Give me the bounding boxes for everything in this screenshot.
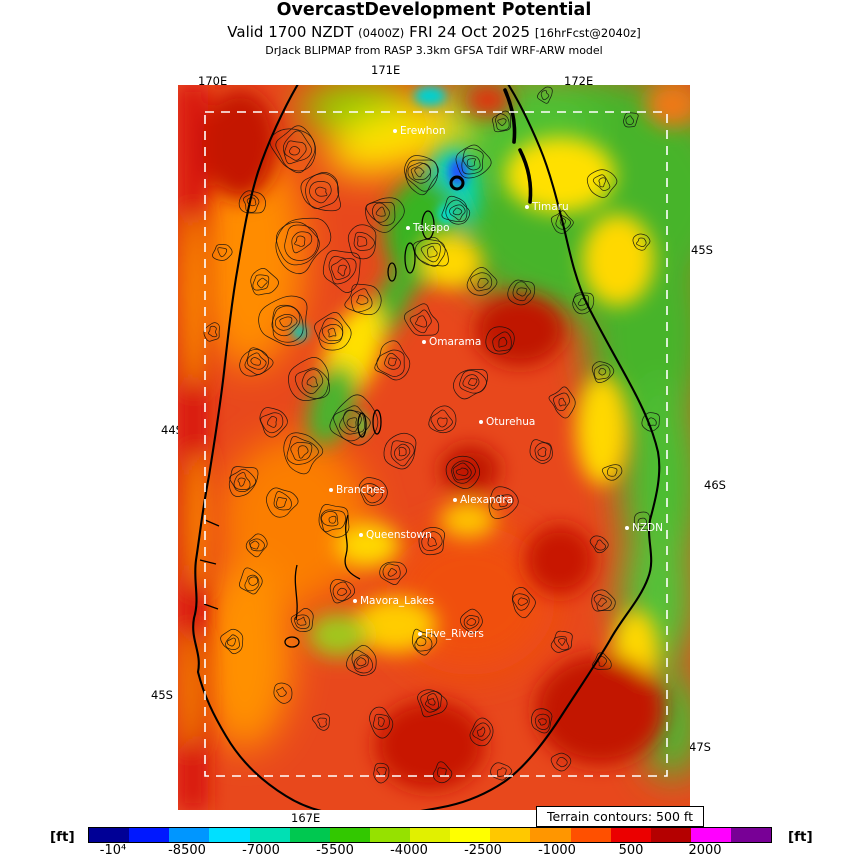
colorbar: [88, 827, 772, 843]
colorbar-segment: [490, 828, 531, 842]
place-marker-dot: [393, 129, 397, 133]
coord-label-171e: 171E: [371, 63, 401, 77]
coord-label-44s: 44S: [161, 423, 183, 437]
colorbar-tick: -8500: [168, 843, 206, 858]
place-marker-dot: [453, 498, 457, 502]
place-marker-dot: [625, 526, 629, 530]
colorbar-tick: -7000: [242, 843, 280, 858]
place-marker-dot: [359, 533, 363, 537]
place-label-nzdn: NZDN: [625, 522, 663, 534]
forecast-offset: [16hrFcst@2040z]: [534, 25, 641, 40]
colorbar-segment: [650, 828, 691, 842]
colorbar-segment: [209, 828, 250, 842]
colorbar-segment: [369, 828, 410, 842]
coord-label-167e: 167E: [291, 811, 321, 825]
colorbar-segment: [610, 828, 651, 842]
coord-label-45s-left: 45S: [151, 688, 173, 702]
colorbar-segment: [249, 828, 290, 842]
place-marker-dot: [525, 205, 529, 209]
colorbar-segment: [731, 828, 772, 842]
colorbar-segment: [289, 828, 330, 842]
place-marker-dot: [353, 599, 357, 603]
place-label-timaru: Timaru: [525, 201, 569, 213]
colorbar-segment: [410, 828, 451, 842]
place-marker-dot: [479, 420, 483, 424]
colorbar-segment: [690, 828, 731, 842]
place-label-five-rivers: Five_Rivers: [418, 628, 484, 640]
valid-zulu: (0400Z): [358, 25, 405, 40]
colorbar-unit-right: [ft]: [788, 829, 813, 845]
colorbar-tick: 2000: [688, 843, 722, 858]
colorbar-segment: [570, 828, 611, 842]
colorbar-tick: -5500: [316, 843, 354, 858]
colorbar-segment: [530, 828, 571, 842]
header: OvercastDevelopment Potential Valid 1700…: [178, 0, 690, 57]
place-label-queenstown: Queenstown: [359, 529, 432, 541]
place-label-tekapo: Tekapo: [406, 222, 450, 234]
colorbar-unit-left: [ft]: [50, 829, 75, 845]
coord-label-45s-right: 45S: [691, 243, 713, 257]
place-label-alexandra: Alexandra: [453, 494, 513, 506]
coord-label-172e: 172E: [564, 74, 594, 88]
colorbar-tick: 500: [618, 843, 644, 858]
colorbar-segment: [129, 828, 170, 842]
coord-label-170e: 170E: [198, 74, 228, 88]
place-label-branches: Branches: [329, 484, 385, 496]
place-marker-dot: [406, 226, 410, 230]
place-label-mavora-lakes: Mavora_Lakes: [353, 595, 434, 607]
colorbar-tick: -2500: [464, 843, 502, 858]
place-label-oturehua: Oturehua: [479, 416, 535, 428]
coastline: [192, 85, 661, 810]
domain-dashed-border: [204, 111, 668, 777]
place-label-omarama: Omarama: [422, 336, 481, 348]
place-marker-dot: [422, 340, 426, 344]
colorbar-segment: [89, 828, 130, 842]
place-marker-dot: [329, 488, 333, 492]
colorbar-segment: [169, 828, 210, 842]
coord-label-46s: 46S: [704, 478, 726, 492]
place-label-erewhon: Erewhon: [393, 125, 446, 137]
colorbar-segment: [450, 828, 491, 842]
terrain-contours-legend: Terrain contours: 500 ft: [536, 806, 704, 827]
colorbar-segment: [329, 828, 370, 842]
colorbar-tick: -4000: [390, 843, 428, 858]
heatmap-blobs-medium: [178, 85, 690, 810]
model-line: DrJack BLIPMAP from RASP 3.3km GFSA Tdif…: [265, 43, 603, 57]
colorbar-tick: -1000: [538, 843, 576, 858]
valid-date: FRI 24 Oct 2025: [409, 22, 531, 41]
page-title: OvercastDevelopment Potential: [276, 0, 592, 20]
coord-label-47s: 47S: [689, 740, 711, 754]
place-marker-dot: [418, 632, 422, 636]
valid-time: Valid 1700 NZDT: [227, 22, 354, 41]
valid-line: Valid 1700 NZDT (0400Z) FRI 24 Oct 2025 …: [178, 23, 690, 42]
lakes: [284, 210, 435, 648]
colorbar-tick: -10⁴: [99, 843, 127, 858]
